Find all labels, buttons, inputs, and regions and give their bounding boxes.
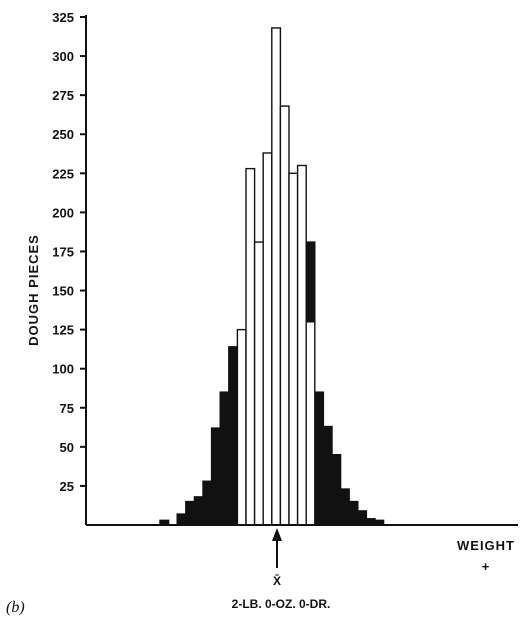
panel-label: (b) — [6, 599, 25, 616]
y-tick-label: 250 — [52, 127, 74, 142]
mean-arrow-head-icon — [272, 528, 282, 541]
histogram-bar-dark — [339, 488, 350, 526]
y-tick-label: 325 — [52, 10, 74, 25]
histogram-bar-dark — [314, 391, 325, 526]
y-axis: 25 50 75 100 125 150 175 200 225 250 275 300 325 — [52, 10, 86, 494]
histogram-bar-dark — [193, 496, 204, 526]
histogram-bar-dark — [322, 425, 333, 526]
histogram-bar-light — [262, 152, 273, 526]
histogram-bar-light — [288, 172, 299, 526]
y-axis-title: DOUGH PIECES — [26, 234, 41, 346]
y-tick-label: 50 — [60, 440, 74, 455]
mean-marker: X̄ 2-LB. 0-OZ. 0-DR. — [232, 528, 331, 611]
histogram-bar-dark — [331, 453, 342, 526]
mean-symbol: X̄ — [273, 574, 281, 588]
histogram-bar-dark — [202, 480, 213, 526]
x-axis-title: WEIGHT — [457, 538, 515, 553]
histogram-bar-light — [296, 164, 307, 526]
histogram-bar-dark — [185, 500, 196, 526]
histogram-bar-dark — [176, 513, 187, 526]
histogram-bar-dark — [228, 346, 239, 526]
y-tick-label: 25 — [60, 479, 74, 494]
histogram-bar-light — [245, 167, 256, 526]
histogram-bar-light — [236, 328, 247, 526]
x-direction-marker: + — [482, 559, 491, 574]
histogram-bar-dark — [348, 500, 359, 526]
y-tick-label: 125 — [52, 323, 74, 338]
histogram-bar-dark — [219, 391, 230, 526]
histogram-bar-light — [305, 321, 316, 526]
histogram-bar-dark — [210, 427, 221, 526]
y-tick-label: 200 — [52, 205, 74, 220]
y-tick-label: 300 — [52, 49, 74, 64]
histogram-bar-light — [279, 105, 290, 526]
y-tick-label: 75 — [60, 401, 74, 416]
mean-label: 2-LB. 0-OZ. 0-DR. — [232, 597, 331, 611]
y-tick-label: 175 — [52, 244, 74, 259]
y-tick-label: 225 — [52, 166, 74, 181]
y-tick-label: 275 — [52, 88, 74, 103]
histogram-bar-dark — [357, 510, 368, 526]
y-tick-label: 100 — [52, 362, 74, 377]
histogram-bar-light — [253, 241, 264, 526]
histogram-bar-light — [271, 27, 282, 526]
bars — [159, 27, 385, 526]
y-tick-label: 150 — [52, 284, 74, 299]
